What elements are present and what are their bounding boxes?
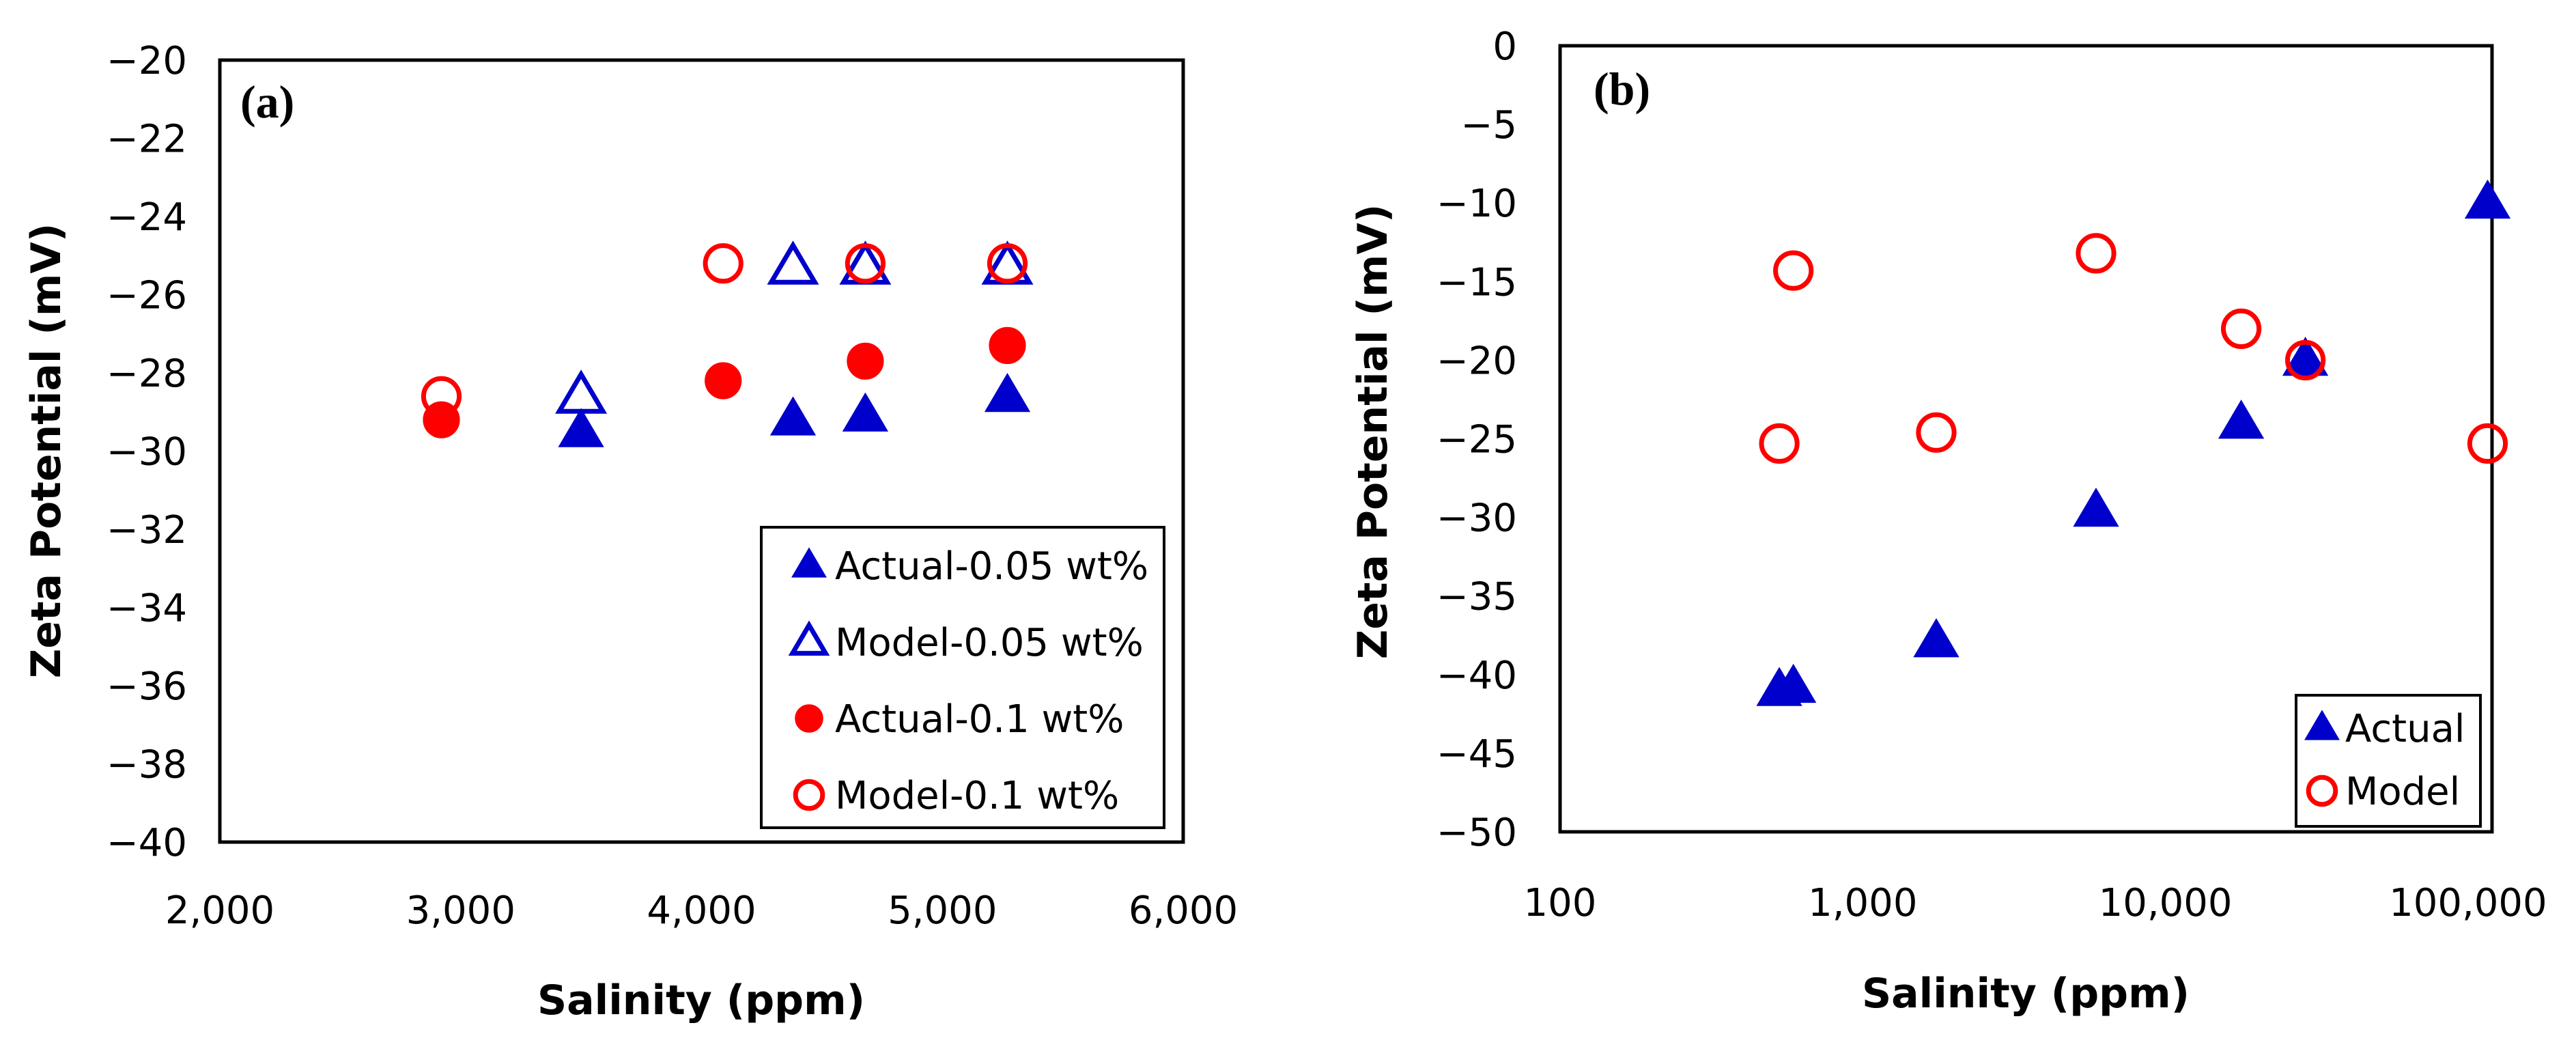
series-actual xyxy=(1756,179,2511,706)
data-point xyxy=(703,243,744,284)
y-tick-label: −15 xyxy=(1436,260,1517,305)
legend-label: Model xyxy=(2345,770,2460,814)
data-point xyxy=(2076,233,2117,274)
plot-area xyxy=(1558,44,2494,834)
data-point xyxy=(989,326,1026,364)
legend-label: Model-0.05 wt% xyxy=(835,621,1144,665)
data-point xyxy=(847,342,884,380)
y-tick-label: −50 xyxy=(1436,811,1517,855)
data-point xyxy=(2467,423,2508,464)
y-tick-label: −34 xyxy=(107,587,187,631)
legend-label: Actual-0.1 wt% xyxy=(835,697,1124,742)
chart-panel-a: −20 −22 −24 −26 −28 −30 −32 −34 −36 −38 −40 2,000 3,… xyxy=(23,39,1238,1024)
series-model-0-05-wt- xyxy=(555,240,1034,414)
x-tick-label: 6,000 xyxy=(1129,889,1238,933)
legend-label: Actual xyxy=(2345,707,2465,751)
x-tick-label: 1,000 xyxy=(1808,881,1917,925)
legend-marker xyxy=(795,704,823,733)
data-point xyxy=(845,243,886,284)
y-tick-label: −45 xyxy=(1436,732,1517,777)
legend-marker xyxy=(793,779,825,811)
y-tick-label: −32 xyxy=(107,508,187,553)
y-tick-label: −5 xyxy=(1460,103,1517,148)
y-tick-label: −30 xyxy=(107,430,187,475)
y-tick-label: −22 xyxy=(107,117,187,162)
y-tick-label: −30 xyxy=(1436,496,1517,541)
y-tick-label: −38 xyxy=(107,743,187,787)
y-tick-label: −40 xyxy=(107,821,187,865)
legend: Actual Model xyxy=(2295,694,2482,828)
series-model-0-1-wt- xyxy=(421,243,1028,417)
y-tick-label: −28 xyxy=(107,352,187,396)
x-axis-title: Salinity (ppm) xyxy=(537,977,865,1024)
x-tick-label: 3,000 xyxy=(406,889,515,933)
panel-label: (b) xyxy=(1594,63,1650,115)
data-point xyxy=(987,243,1028,284)
data-point xyxy=(2218,400,2265,439)
y-tick-label: −36 xyxy=(107,665,187,709)
data-point xyxy=(558,408,604,447)
y-tick-label: −25 xyxy=(1436,418,1517,462)
data-point xyxy=(769,396,817,436)
y-tick-label: −20 xyxy=(1436,339,1517,383)
data-point xyxy=(1773,250,1814,291)
legend-label: Model-0.1 wt% xyxy=(835,774,1119,818)
y-tick-label: −24 xyxy=(107,195,187,240)
x-tick-label: 100 xyxy=(1524,881,1597,925)
x-tick-label: 4,000 xyxy=(647,889,756,933)
x-tick-label: 2,000 xyxy=(165,889,274,933)
y-axis-title: Zeta Potential (mV) xyxy=(23,223,70,679)
y-tick-label: −35 xyxy=(1436,575,1517,619)
data-point xyxy=(421,376,462,417)
legend-marker xyxy=(2306,774,2338,807)
data-point xyxy=(842,392,889,432)
legend: Actual-0.05 wt% Model-0.05 wt% Actual-0.1 … xyxy=(760,526,1165,829)
y-tick-label: 0 xyxy=(1492,25,1517,69)
y-tick-label: −26 xyxy=(107,274,187,318)
data-point xyxy=(2282,337,2329,376)
data-point xyxy=(984,373,1031,412)
y-tick-label: −20 xyxy=(107,39,187,83)
data-point xyxy=(555,369,608,414)
data-point xyxy=(1913,618,1959,658)
series-model xyxy=(1759,233,2508,464)
data-point xyxy=(2221,308,2262,349)
data-point xyxy=(2464,179,2511,219)
data-point xyxy=(705,362,742,400)
x-tick-label: 10,000 xyxy=(2099,881,2233,925)
legend-marker xyxy=(788,620,830,656)
y-tick-label: −40 xyxy=(1436,654,1517,698)
y-axis-title: Zeta Potential (mV) xyxy=(1349,204,1397,660)
data-point xyxy=(1759,423,1800,464)
data-point xyxy=(1770,663,1817,703)
data-point xyxy=(767,240,819,285)
legend-marker xyxy=(791,547,827,578)
data-point xyxy=(2073,488,2119,527)
data-point xyxy=(1916,412,1957,453)
plot-area xyxy=(218,58,1185,844)
legend-box xyxy=(760,526,1165,829)
legend-label: Actual-0.05 wt% xyxy=(835,544,1148,589)
x-axis-title: Salinity (ppm) xyxy=(1862,970,2190,1018)
x-tick-label: 5,000 xyxy=(888,889,997,933)
data-point xyxy=(2285,339,2326,381)
series-actual-0-05-wt- xyxy=(558,373,1031,447)
panel-label: (a) xyxy=(240,76,294,128)
series-actual-0-1-wt- xyxy=(423,326,1026,438)
x-tick-label: 100,000 xyxy=(2389,881,2547,925)
y-tick-label: −10 xyxy=(1436,182,1517,226)
legend-marker xyxy=(2304,710,2340,740)
